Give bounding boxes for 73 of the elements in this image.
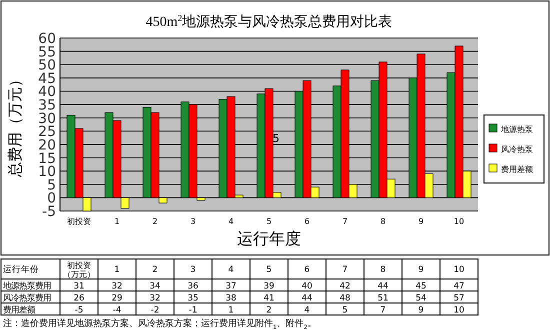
category-label: 7 [342, 265, 348, 275]
y-tick-label: 15 [38, 150, 56, 167]
data-label: 2 [266, 306, 272, 316]
data-label: 5 [342, 306, 348, 316]
data-label: 39 [264, 282, 274, 292]
category-label: 6 [304, 265, 310, 275]
x-tick-label: 2 [152, 217, 158, 226]
y-tick-label: 0 [47, 190, 56, 207]
legend-label: 费用差额 [501, 165, 533, 174]
data-label: 36 [188, 282, 198, 292]
data-label: 10 [454, 306, 464, 316]
x-tick-label: 3 [190, 217, 196, 226]
text: 注：造价费用详见地源热泵方案、风冷热泵方案；运行费用详见附件$_{1}$、附件$_{2}$。 [3, 318, 316, 330]
data-label: -4 [112, 306, 122, 316]
data-label: 54 [416, 294, 426, 304]
text: 风冷热泵费用 [3, 292, 51, 302]
x-tick-label: 5 [266, 217, 272, 226]
text: 运行年份 [3, 264, 39, 275]
data-label: 45 [416, 282, 426, 292]
category-label: 8 [380, 265, 386, 275]
y-tick-label: 60 [38, 31, 56, 47]
data-label: 34 [150, 282, 160, 292]
data-label: 48 [340, 294, 350, 304]
data-label: 44 [302, 294, 312, 304]
text: 地源热泵费用 [2, 280, 51, 290]
category-label: 2 [152, 265, 158, 275]
x-tick-label: 初投资 [67, 217, 91, 226]
data-label: 32 [150, 294, 160, 304]
data-label: -2 [150, 306, 160, 316]
data-label: 44 [378, 282, 388, 292]
category-label: 10 [454, 265, 464, 275]
legend-label: 地源热泵 [500, 125, 533, 134]
x-tick-label: 10 [454, 217, 464, 226]
data-label: 29 [112, 294, 122, 304]
data-label: 7 [380, 306, 386, 316]
data-label: 31 [74, 282, 84, 292]
data-label: -1 [188, 306, 198, 316]
data-label: 26 [74, 294, 84, 304]
data-label: -5 [74, 306, 84, 316]
y-tick-label: 55 [38, 44, 56, 60]
data-label: 9 [418, 306, 424, 316]
text: 初投资（万元） [63, 261, 95, 279]
text: 费用差额 [3, 304, 35, 314]
category-label: 1 [114, 265, 120, 275]
data-label: 57 [454, 294, 464, 304]
data-label: 4 [304, 306, 310, 316]
category-label: 3 [190, 265, 196, 275]
y-tick-label: 40 [38, 84, 56, 100]
y-axis-title: 总费用（万元） [6, 72, 24, 178]
x-tick-label: 7 [342, 217, 348, 226]
data-label: 38 [226, 294, 236, 304]
data-label: 42 [340, 282, 350, 292]
x-axis-title: 运行年度 [237, 229, 301, 248]
category-label: 5 [266, 265, 272, 275]
x-tick-label: 1 [114, 217, 120, 226]
x-tick-label: 4 [228, 217, 234, 226]
data-label: 47 [454, 282, 464, 292]
data-label: 37 [226, 282, 236, 292]
x-tick-label: 6 [304, 217, 310, 226]
data-label: 1 [228, 306, 234, 316]
y-tick-label: -5 [42, 204, 56, 220]
annotation: 5 [272, 132, 280, 145]
data-label: 40 [302, 282, 312, 292]
data-label: 35 [188, 294, 198, 304]
data-label: 32 [112, 282, 122, 292]
data-label: 51 [378, 294, 388, 304]
legend-label: 风冷热泵 [501, 145, 533, 154]
data-label: 41 [264, 294, 274, 304]
category-label: 4 [228, 265, 234, 275]
chart-title: 450m$^{2}$地源热泵与风冷热泵总费用对比表 [146, 13, 392, 30]
x-tick-label: 9 [418, 217, 424, 226]
category-label: 9 [418, 265, 424, 275]
x-tick-label: 8 [380, 217, 386, 226]
